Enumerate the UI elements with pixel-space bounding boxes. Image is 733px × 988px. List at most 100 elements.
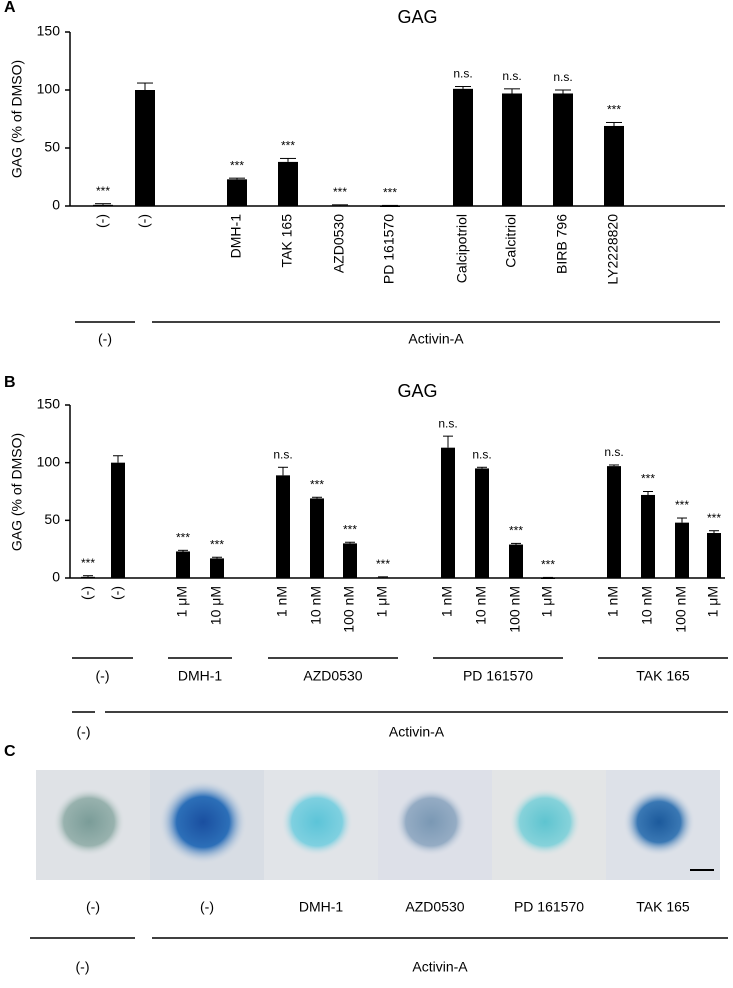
significance-label: *** xyxy=(376,557,390,571)
bar xyxy=(176,551,190,578)
significance-label: n.s. xyxy=(453,67,472,81)
bar xyxy=(675,522,689,578)
group-label: (-) xyxy=(98,331,112,347)
error-bar xyxy=(345,541,355,544)
image-label: AZD0530 xyxy=(405,899,464,915)
y-axis-label: GAG (% of DMSO) xyxy=(9,433,25,551)
image-label: (-) xyxy=(86,899,100,915)
significance-label: n.s. xyxy=(273,447,292,461)
group-label: Activin-A xyxy=(408,331,464,347)
bar xyxy=(475,468,489,578)
x-tick-label: (-) xyxy=(94,214,110,228)
chart-title: GAG xyxy=(397,7,437,27)
error-bar xyxy=(609,464,619,467)
x-tick-label: PD 161570 xyxy=(381,214,397,284)
error-bar xyxy=(229,177,245,180)
x-tick-label: 100 nM xyxy=(507,586,523,633)
x-tick-label: TAK 165 xyxy=(279,214,295,268)
panel-letter: B xyxy=(4,374,16,391)
error-bar xyxy=(606,121,622,126)
group-label: TAK 165 xyxy=(636,668,690,684)
error-bar xyxy=(332,204,348,206)
x-tick-label: 1 μM xyxy=(539,586,555,617)
bar xyxy=(310,498,324,578)
error-bar xyxy=(95,203,111,205)
x-tick-label: 1 nM xyxy=(605,586,621,617)
y-tick-label: 150 xyxy=(37,23,61,39)
group-label: PD 161570 xyxy=(463,668,533,684)
image-label: TAK 165 xyxy=(636,899,690,915)
error-bar xyxy=(709,530,719,534)
group-label: DMH-1 xyxy=(178,668,223,684)
bar xyxy=(604,125,624,206)
significance-label: *** xyxy=(333,185,347,199)
x-tick-label: 10 nM xyxy=(473,586,489,625)
error-bar xyxy=(137,82,153,90)
significance-label: *** xyxy=(343,522,357,536)
bar xyxy=(380,206,400,207)
x-tick-label: Calcipotriol xyxy=(454,214,470,283)
error-bar xyxy=(455,86,471,89)
panel-letter: A xyxy=(4,0,16,16)
x-tick-label: 1 μM xyxy=(705,586,721,617)
bar xyxy=(607,466,621,578)
significance-label: n.s. xyxy=(604,445,623,459)
significance-label: *** xyxy=(607,103,621,117)
bar xyxy=(330,205,350,207)
significance-label: *** xyxy=(230,158,244,172)
bar xyxy=(376,577,390,579)
stain-spot xyxy=(53,788,125,856)
error-bar xyxy=(443,435,453,448)
significance-label: *** xyxy=(81,556,95,570)
significance-label: *** xyxy=(281,139,295,153)
error-bar xyxy=(178,549,188,552)
significance-label: n.s. xyxy=(438,416,457,430)
significance-label: *** xyxy=(210,537,224,551)
stain-spot xyxy=(623,788,695,856)
stain-spot xyxy=(281,788,353,856)
x-tick-label: 1 nM xyxy=(439,586,455,617)
significance-label: *** xyxy=(641,472,655,486)
error-bar xyxy=(83,575,93,577)
y-tick-label: 100 xyxy=(37,81,61,97)
stain-spot xyxy=(395,788,467,856)
group-label: Activin-A xyxy=(389,724,445,740)
x-tick-label: 1 μM xyxy=(374,586,390,617)
stain-spot xyxy=(159,780,247,864)
significance-label: *** xyxy=(96,184,110,198)
error-bar xyxy=(312,496,322,499)
bar xyxy=(210,558,224,578)
error-bar xyxy=(113,455,123,463)
image-label: DMH-1 xyxy=(299,899,344,915)
bar xyxy=(135,90,155,206)
x-tick-label: 1 μM xyxy=(174,586,190,617)
significance-label: *** xyxy=(509,524,523,538)
y-tick-label: 100 xyxy=(37,453,61,469)
x-tick-label: (-) xyxy=(79,586,95,600)
bar xyxy=(343,543,357,578)
image-label: (-) xyxy=(200,899,214,915)
bar xyxy=(278,161,298,206)
group-label: (-) xyxy=(76,959,90,975)
significance-label: *** xyxy=(383,186,397,200)
bar xyxy=(93,204,113,206)
significance-label: n.s. xyxy=(502,69,521,83)
error-bar xyxy=(382,204,398,206)
error-bar xyxy=(543,576,553,578)
bar xyxy=(276,475,290,578)
bar xyxy=(707,533,721,578)
x-tick-label: 100 nM xyxy=(673,586,689,633)
group-label: AZD0530 xyxy=(303,668,362,684)
x-tick-label: 10 nM xyxy=(308,586,324,625)
group-label: Activin-A xyxy=(412,959,468,975)
error-bar xyxy=(643,491,653,495)
error-bar xyxy=(378,576,388,578)
x-tick-label: (-) xyxy=(136,214,152,228)
error-bar xyxy=(511,542,521,545)
bar xyxy=(453,88,473,206)
x-tick-label: BIRB 796 xyxy=(554,214,570,274)
bar xyxy=(81,576,95,578)
image-label: PD 161570 xyxy=(514,899,584,915)
significance-label: *** xyxy=(176,530,190,544)
